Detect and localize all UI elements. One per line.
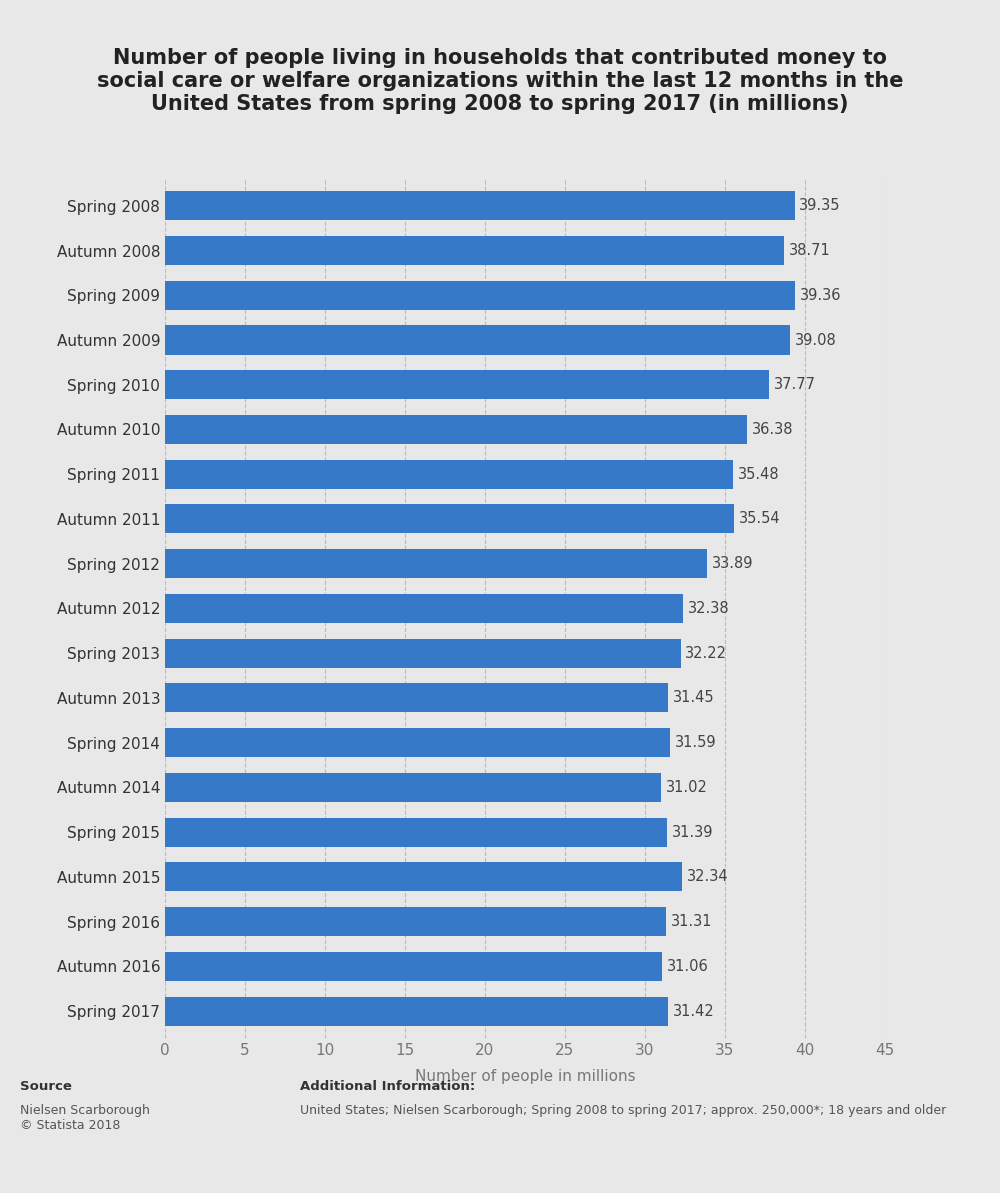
Bar [165, 594, 683, 623]
Bar [165, 863, 682, 891]
Text: 35.48: 35.48 [737, 466, 779, 482]
Text: 31.59: 31.59 [675, 735, 717, 750]
X-axis label: Number of people in millions: Number of people in millions [415, 1069, 635, 1084]
Text: 31.31: 31.31 [671, 914, 712, 929]
Text: Source: Source [20, 1080, 72, 1093]
Bar [165, 638, 681, 668]
Bar [165, 728, 670, 758]
Text: 33.89: 33.89 [712, 556, 754, 571]
Text: Additional Information:: Additional Information: [300, 1080, 475, 1093]
Text: 32.22: 32.22 [685, 645, 727, 661]
Text: 31.39: 31.39 [672, 824, 714, 840]
Bar [165, 280, 795, 310]
Text: 32.38: 32.38 [688, 601, 730, 616]
Bar [165, 459, 733, 489]
Text: 31.42: 31.42 [673, 1003, 714, 1019]
Bar [165, 326, 790, 354]
Text: Nielsen Scarborough
© Statista 2018: Nielsen Scarborough © Statista 2018 [20, 1104, 150, 1131]
Text: 39.08: 39.08 [795, 333, 837, 347]
Bar [165, 684, 668, 712]
Bar [165, 996, 668, 1026]
Text: 31.02: 31.02 [666, 780, 708, 795]
Text: Number of people living in households that contributed money to
social care or w: Number of people living in households th… [97, 48, 903, 115]
Text: United States; Nielsen Scarborough; Spring 2008 to spring 2017; approx. 250,000*: United States; Nielsen Scarborough; Spri… [300, 1104, 946, 1117]
Bar [165, 191, 795, 221]
Bar [165, 415, 747, 444]
Bar [165, 773, 661, 802]
Text: 31.06: 31.06 [667, 959, 709, 973]
Bar [165, 952, 662, 981]
Text: 39.35: 39.35 [799, 198, 841, 214]
Bar [165, 907, 666, 937]
Bar [165, 505, 734, 533]
Text: 37.77: 37.77 [774, 377, 816, 392]
Bar [165, 236, 784, 265]
Text: 39.36: 39.36 [800, 288, 841, 303]
Text: 38.71: 38.71 [789, 243, 831, 258]
Bar [165, 370, 769, 400]
Text: 35.54: 35.54 [738, 512, 780, 526]
Bar [165, 549, 707, 579]
Bar [165, 817, 667, 847]
Text: 32.34: 32.34 [687, 870, 729, 884]
Text: 36.38: 36.38 [752, 422, 793, 437]
Text: 31.45: 31.45 [673, 691, 715, 705]
